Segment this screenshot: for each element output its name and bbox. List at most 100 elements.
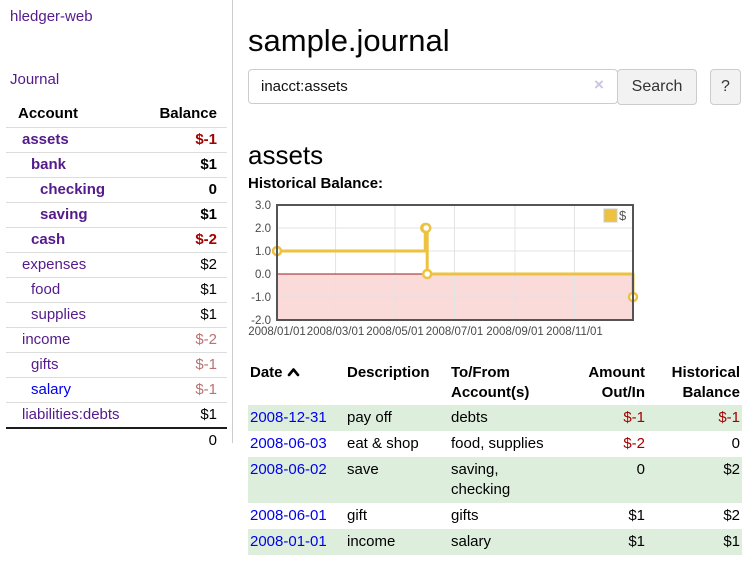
account-row: saving $1 <box>6 202 227 228</box>
account-row: supplies $1 <box>6 302 227 328</box>
account-balance: $1 <box>144 202 227 228</box>
transaction-amount: 0 <box>636 461 645 478</box>
x-tick-label: 2008/11/01 <box>546 326 603 338</box>
search-button[interactable]: Search <box>617 69 697 105</box>
x-tick-label: 2008/05/01 <box>366 326 424 338</box>
column-header-accounts: To/From Account(s) <box>451 364 530 401</box>
column-header-date[interactable]: Date <box>248 361 345 405</box>
transaction-date-link[interactable]: 2008-06-02 <box>250 461 327 478</box>
account-link-expenses[interactable]: expenses <box>22 256 87 273</box>
account-link-checking[interactable]: checking <box>40 181 106 198</box>
plot-border <box>276 204 634 321</box>
main-content: sample.journal × Search ? assets Histori… <box>248 0 742 582</box>
register-row: 2008-01-01 income salary $1 $1 <box>248 529 742 555</box>
data-point <box>421 268 433 280</box>
account-link-assets[interactable]: assets <box>22 131 69 148</box>
account-link-salary[interactable]: salary <box>31 381 72 398</box>
account-balance: 0 <box>144 177 227 203</box>
transaction-balance: 0 <box>731 435 740 452</box>
y-tick-label: -2.0 <box>251 315 271 327</box>
column-header-description: Description <box>347 364 430 381</box>
transaction-amount: $-1 <box>623 409 645 426</box>
help-button[interactable]: ? <box>710 69 741 105</box>
historical-balance-chart: $3.0 2.0 1.0 0.0 -1.0 -2.0 2008/01/01 2008/03/0… <box>248 200 640 342</box>
account-balance: $1 <box>144 152 227 178</box>
account-link-income[interactable]: income <box>22 331 71 348</box>
clear-search-icon[interactable]: × <box>594 75 604 94</box>
account-link-gifts[interactable]: gifts <box>31 356 59 373</box>
transaction-accounts: saving, checking <box>451 461 511 498</box>
transaction-amount: $1 <box>628 533 645 550</box>
account-page-title: assets <box>248 139 324 170</box>
transaction-date-link[interactable]: 2008-01-01 <box>250 533 327 550</box>
y-tick-label: -1.0 <box>251 292 271 304</box>
y-tick-label: 1.0 <box>255 246 271 258</box>
search-input[interactable] <box>248 69 618 104</box>
account-link-bank[interactable]: bank <box>31 156 67 173</box>
x-tick-label: 2008/07/01 <box>426 326 484 338</box>
account-balance: $2 <box>144 252 227 278</box>
account-balance: $-1 <box>144 352 227 378</box>
transaction-description: eat & shop <box>347 435 419 452</box>
transaction-accounts: food, supplies <box>451 435 544 452</box>
accounts-header-account: Account <box>18 105 78 122</box>
transaction-description: income <box>347 533 396 550</box>
account-row: checking 0 <box>6 177 227 203</box>
legend-swatch <box>603 208 618 223</box>
account-row: food $1 <box>6 277 227 303</box>
account-row: assets $-1 <box>6 127 227 153</box>
sidebar-item-journal[interactable]: Journal <box>10 71 60 88</box>
register-row: 2008-06-01 gift gifts $1 $2 <box>248 503 742 529</box>
account-row: gifts $-1 <box>6 352 227 378</box>
transaction-description: save <box>347 461 379 478</box>
accounts-header-balance: Balance <box>159 105 217 122</box>
account-balance: $-1 <box>144 127 227 153</box>
transaction-date-link[interactable]: 2008-06-03 <box>250 435 327 452</box>
column-header-amount: Amount Out/In <box>588 364 645 401</box>
account-link-liabilities-debts[interactable]: liabilities:debts <box>22 406 120 423</box>
transaction-amount: $1 <box>628 507 645 524</box>
transaction-balance: $2 <box>723 507 740 524</box>
transaction-accounts: gifts <box>451 507 479 524</box>
account-balance: $1 <box>144 302 227 328</box>
register-row: 2008-06-02 save saving, checking 0 $2 <box>248 457 742 503</box>
column-header-balance: Historical Balance <box>671 364 740 401</box>
register-row: 2008-06-03 eat & shop food, supplies $-2… <box>248 431 742 457</box>
chart-title: Historical Balance: <box>248 175 384 192</box>
account-link-food[interactable]: food <box>31 281 61 298</box>
transaction-amount: $-2 <box>623 435 645 452</box>
transaction-description: gift <box>347 507 368 524</box>
account-link-cash[interactable]: cash <box>31 231 66 248</box>
register-row: 2008-12-31 pay off debts $-1 $-1 <box>248 405 742 431</box>
accounts-header-row: Account Balance <box>6 101 227 128</box>
transaction-balance: $2 <box>723 461 740 478</box>
account-balance: $-1 <box>144 377 227 403</box>
transaction-date-link[interactable]: 2008-06-01 <box>250 507 327 524</box>
x-tick-label: 2008/09/01 <box>486 326 544 338</box>
y-tick-label: 2.0 <box>255 223 271 235</box>
account-balance: $-2 <box>144 227 227 253</box>
account-row: cash $-2 <box>6 227 227 253</box>
y-tick-label: 0.0 <box>255 269 271 281</box>
transaction-balance: $-1 <box>718 409 740 426</box>
account-balance: $1 <box>144 277 227 303</box>
account-link-saving[interactable]: saving <box>40 206 88 223</box>
sort-asc-icon <box>287 363 300 383</box>
x-tick-label: 2008/03/01 <box>307 326 365 338</box>
register-table: Date Description To/From Account(s) Amou… <box>248 361 742 555</box>
transaction-accounts: debts <box>451 409 488 426</box>
y-tick-label: 3.0 <box>255 200 271 212</box>
data-point <box>420 222 432 234</box>
account-row: expenses $2 <box>6 252 227 278</box>
account-row: salary $-1 <box>6 377 227 403</box>
brand-link[interactable]: hledger-web <box>10 8 93 25</box>
transaction-date-link[interactable]: 2008-12-31 <box>250 409 327 426</box>
register-header-row: Date Description To/From Account(s) Amou… <box>248 361 742 405</box>
account-balance: $-2 <box>144 327 227 353</box>
account-row: bank $1 <box>6 152 227 178</box>
account-link-supplies[interactable]: supplies <box>31 306 87 323</box>
sidebar: hledger-web Journal Account Balance asse… <box>0 0 233 453</box>
transaction-accounts: salary <box>451 533 492 550</box>
accounts-table: Account Balance assets $-1 bank $1 check… <box>6 101 227 453</box>
x-tick-label: 2008/01/01 <box>248 326 306 338</box>
